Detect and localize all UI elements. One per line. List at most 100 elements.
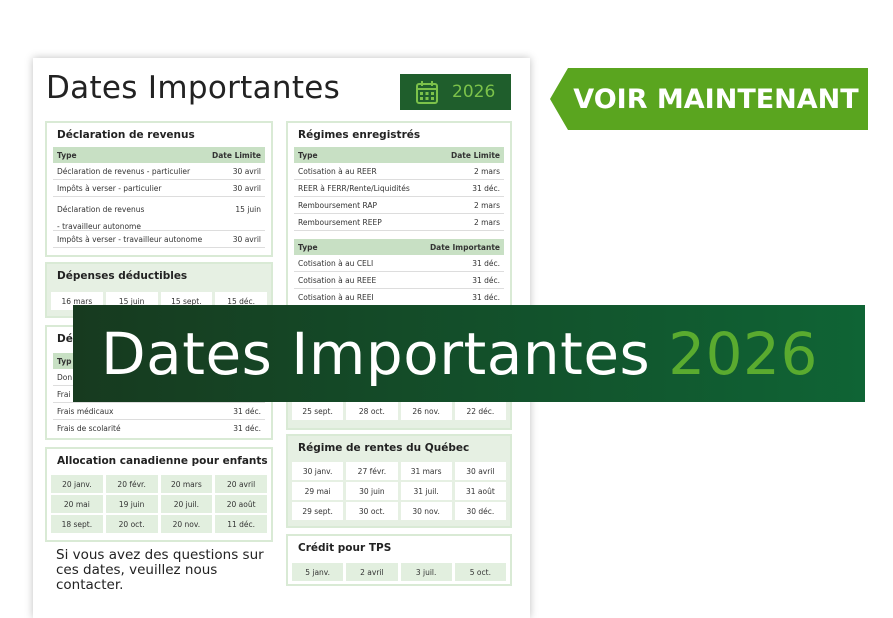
cell: 30 avril <box>232 166 261 176</box>
date-cell: 30 juin <box>346 482 398 500</box>
date-cell: 2 avril <box>346 563 398 581</box>
date-cell: 3 juil. <box>400 563 452 581</box>
declaration-table: Type Date Limite Déclaration de revenus -… <box>53 147 265 248</box>
cell: REER à FERR/Rente/Liquidités <box>298 183 410 193</box>
table-row: REER à FERR/Rente/Liquidités 31 déc. <box>294 180 504 197</box>
table-row: Impôts à verser - particulier 30 avril <box>53 180 265 197</box>
date-cell: 30 avril <box>454 462 506 480</box>
date-cell: 20 août <box>215 495 267 513</box>
date-cell: 30 janv. <box>292 462 344 480</box>
banner-title: Dates Importantes <box>101 319 651 388</box>
date-cell: 5 janv. <box>292 563 344 581</box>
date-cell: 20 oct. <box>105 515 158 533</box>
table-row: Cotisation à au REEE 31 déc. <box>294 272 504 289</box>
section-title: Allocation canadienne pour enfants <box>57 455 268 467</box>
date-cell: 20 févr. <box>105 475 158 493</box>
table-row: Cotisation à au REER 2 mars <box>294 163 504 180</box>
date-cell: 20 juil. <box>160 495 213 513</box>
cell: 2 mars <box>473 200 500 210</box>
cell: 30 avril <box>232 234 261 244</box>
doc-title: Dates Importantes <box>46 70 341 106</box>
table-row: Remboursement REEP 2 mars <box>294 214 504 231</box>
date-grid: 30 janv. 27 févr. 31 mars 30 avril 29 mai 30 … <box>292 462 506 520</box>
date-grid: 25 sept. 28 oct. 26 nov. 22 déc. <box>292 402 506 420</box>
cell: 31 déc. <box>472 183 500 193</box>
col-date: Date Limite <box>212 150 261 160</box>
cell: 30 avril <box>232 183 261 193</box>
date-cell: 28 oct. <box>346 402 398 420</box>
cell: 2 mars <box>473 217 500 227</box>
table-row: Frais médicaux 31 déc. <box>53 403 265 420</box>
col-date: Date Limite <box>451 150 500 160</box>
section-title: Crédit pour TPS <box>298 542 392 554</box>
cell: Remboursement RAP <box>298 200 378 210</box>
date-cell: 20 avril <box>215 475 267 493</box>
col-type: Type <box>57 150 77 160</box>
hero-banner: Dates Importantes 2026 <box>73 305 865 402</box>
cell: 31 déc. <box>472 292 500 302</box>
badge-year: 2026 <box>452 82 496 102</box>
cell: Impôts à verser - travailleur autonome <box>57 234 203 244</box>
date-cell: 30 oct. <box>346 502 398 520</box>
cell: Cotisation à au REER <box>298 166 377 176</box>
cell: Frais de scolarité <box>57 424 121 433</box>
regimes-table: Type Date Limite Cotisation à au REER 2 ma… <box>294 147 504 306</box>
allocation-section: Allocation canadienne pour enfants 20 ja… <box>45 447 273 542</box>
cell: Frais médicaux <box>57 406 114 416</box>
regimes-section: Régimes enregistrés Type Date Limite Coti… <box>286 121 512 311</box>
table-row: Frais de scolarité 31 déc. <box>53 420 265 437</box>
section-title: Dépenses déductibles <box>57 270 188 282</box>
cell: 31 déc. <box>472 258 500 268</box>
cell: Cotisation à au CELI <box>298 258 374 268</box>
rrq-section: Régime de rentes du Québec 30 janv. 27 fé… <box>286 434 512 528</box>
cell: 31 déc. <box>472 275 500 285</box>
cell: Cotisation à au REEI <box>298 292 374 302</box>
cell: Cotisation à au REEE <box>298 275 377 285</box>
table-row: Déclaration de revenus - particulier 30 a… <box>53 163 265 180</box>
date-cell: 27 févr. <box>346 462 398 480</box>
declaration-section: Déclaration de revenus Type Date Limite D… <box>45 121 273 257</box>
date-grid: 5 janv. 2 avril 3 juil. 5 oct. <box>292 563 506 581</box>
date-grid: 20 janv. 20 févr. 20 mars 20 avril 20 mai 19 … <box>51 475 267 533</box>
cell: Don <box>57 372 73 382</box>
date-cell: 29 sept. <box>292 502 344 520</box>
date-cell: 20 mars <box>160 475 213 493</box>
date-cell: 18 sept. <box>51 515 103 533</box>
date-cell: 26 nov. <box>400 402 452 420</box>
table-header: Type Date Importante <box>294 239 504 255</box>
cell: Typ <box>57 356 72 366</box>
table-row: Cotisation à au CELI 31 déc. <box>294 255 504 272</box>
date-cell: 20 janv. <box>51 475 103 493</box>
date-cell: 20 nov. <box>160 515 213 533</box>
date-cell: 31 mars <box>400 462 452 480</box>
section-title: Régimes enregistrés <box>298 129 421 141</box>
date-cell: 29 mai <box>292 482 344 500</box>
table-row: Cotisation à au REEI 31 déc. <box>294 289 504 306</box>
date-cell: 25 sept. <box>292 402 344 420</box>
cell: Déclaration de revenus - particulier <box>57 166 191 176</box>
table-header: Type Date Limite <box>53 147 265 163</box>
voir-maintenant-button[interactable]: VOIR MAINTENANT <box>550 68 868 130</box>
cell: 15 juin <box>235 205 261 214</box>
section-title: Déclaration de revenus <box>57 129 195 141</box>
date-cell: 5 oct. <box>454 563 506 581</box>
section-title: Dé <box>57 333 73 345</box>
banner-year: 2026 <box>668 319 818 388</box>
table-header: Type Date Limite <box>294 147 504 163</box>
cell: 2 mars <box>473 166 500 176</box>
cell: Remboursement REEP <box>298 217 382 227</box>
calendar-icon <box>416 81 438 104</box>
date-cell: 30 déc. <box>454 502 506 520</box>
col-type: Type <box>298 150 318 160</box>
date-cell: 11 déc. <box>215 515 267 533</box>
table-row: Frai <box>53 386 265 403</box>
tps-section: Crédit pour TPS 5 janv. 2 avril 3 juil. … <box>286 534 512 586</box>
cell: 31 déc. <box>233 406 261 416</box>
date-cell: 20 mai <box>51 495 103 513</box>
date-cell: 31 juil. <box>400 482 452 500</box>
date-cell: 30 nov. <box>400 502 452 520</box>
date-cell: 31 août <box>454 482 506 500</box>
col-type: Type <box>298 242 318 252</box>
date-cell: 19 juin <box>105 495 158 513</box>
cell: Déclaration de revenus - travailleur aut… <box>57 205 145 231</box>
